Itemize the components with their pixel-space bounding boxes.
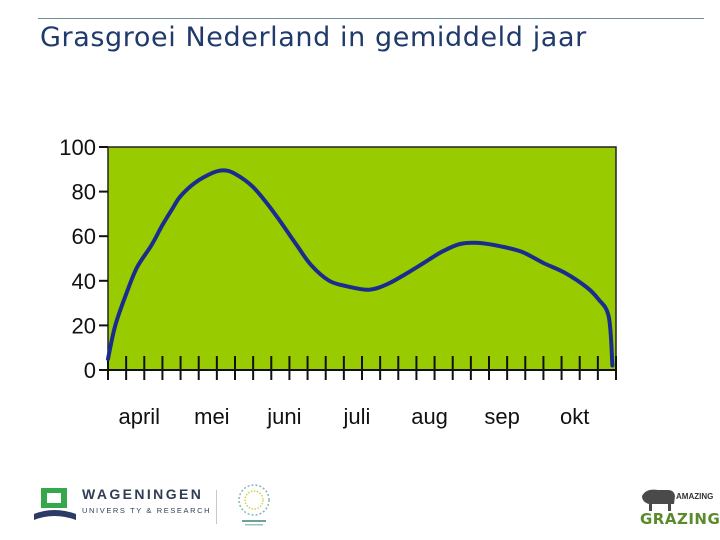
y-tick-label: 40 [72, 269, 96, 294]
amazing-grazing-logo: AMAZING GRAZING [636, 484, 720, 532]
y-tick-label: 0 [84, 358, 96, 383]
wur-emblem-icon [34, 488, 76, 520]
x-tick-label-aug: aug [411, 404, 448, 429]
footer-divider [216, 490, 217, 524]
x-tick-label-juli: juli [343, 404, 371, 429]
grass-growth-chart: 0 20 40 60 80 100 april mei juni juli aug sep okt [59, 135, 617, 429]
y-tick-label: 80 [72, 180, 96, 205]
brand-main-text: GRAZING [640, 510, 720, 528]
cow-icon [642, 489, 675, 511]
partner-emblem-icon [238, 484, 270, 526]
plot-background [107, 146, 617, 371]
slide-title: Grasgroei Nederland in gemiddeld jaar [40, 22, 587, 53]
x-tick-label-mei: mei [194, 404, 229, 429]
partner-logo [234, 482, 274, 530]
y-tick-label: 100 [59, 135, 96, 160]
wur-subtitle: UNIVERS TY & RESEARCH [82, 506, 212, 515]
wur-name: WAGENINGEN [82, 486, 204, 502]
brand-top-text: AMAZING [676, 492, 714, 501]
y-tick-label: 20 [72, 313, 96, 338]
y-tick-label: 60 [72, 224, 96, 249]
wur-logo: WAGENINGEN UNIVERS TY & RESEARCH [32, 484, 292, 530]
x-tick-label-juni: juni [266, 404, 301, 429]
title-rule [38, 18, 704, 19]
series-line-grass-growth [106, 168, 615, 368]
x-tick-label-okt: okt [560, 404, 589, 429]
x-tick-label-sep: sep [484, 404, 519, 429]
x-tick-label-april: april [118, 404, 160, 429]
